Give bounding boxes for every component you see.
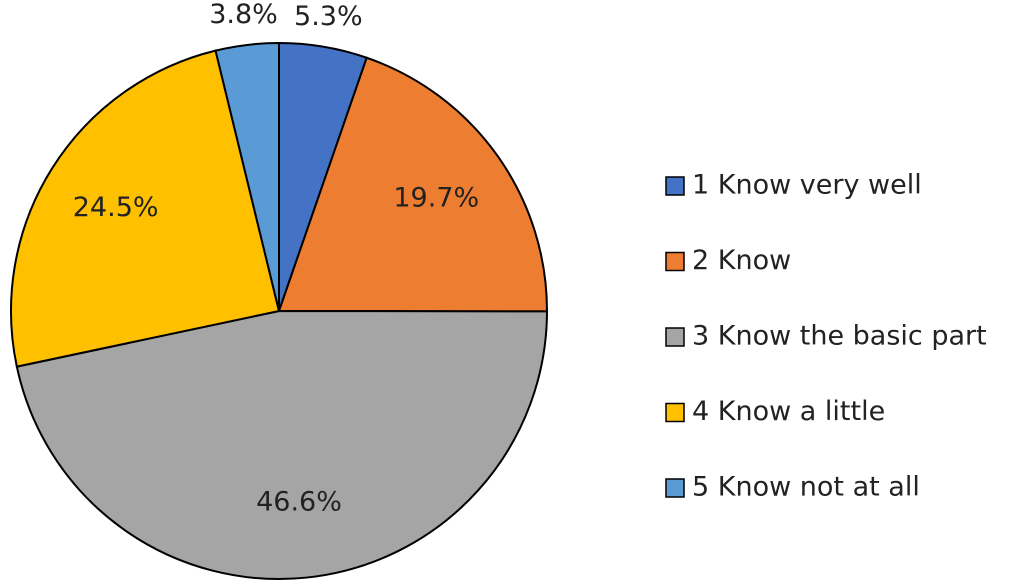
legend-swatch — [665, 176, 685, 196]
legend-swatch — [665, 402, 685, 423]
data-label: 3.8% — [209, 0, 278, 30]
pie-slice — [15, 309, 549, 581]
legend-swatch — [665, 327, 685, 347]
pie-slice — [214, 41, 280, 312]
pie-slice — [277, 56, 549, 313]
legend-swatch — [665, 478, 685, 498]
pie-slice — [10, 49, 281, 368]
data-label: 24.5% — [73, 192, 159, 223]
legend-label: 1 Know very well — [692, 170, 922, 201]
legend-label: 3 Know the basic part — [692, 321, 987, 352]
legend-swatch — [665, 251, 685, 272]
data-label: 5.3% — [294, 1, 363, 32]
data-label: 19.7% — [393, 183, 479, 214]
data-label: 46.6% — [256, 486, 342, 517]
legend-label: 5 Know not at all — [692, 472, 920, 503]
legend-label: 4 Know a little — [692, 396, 885, 427]
legend-label: 2 Know — [692, 245, 791, 276]
